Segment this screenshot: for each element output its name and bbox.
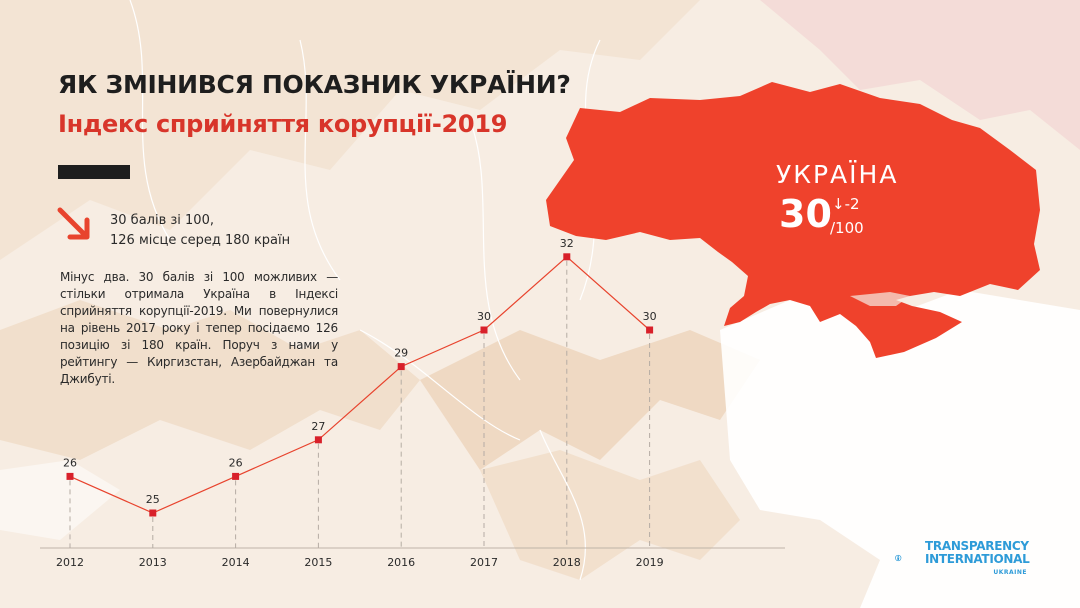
- transparency-logo-icon: [895, 554, 902, 562]
- summary-score-line: 30 балів зі 100,: [110, 213, 214, 228]
- summary-rank-line: 126 місце серед 180 країн: [110, 233, 291, 248]
- description-text: Мінус два. 30 балів зі 100 можливих — ст…: [60, 270, 338, 386]
- data-label: 29: [394, 347, 408, 360]
- x-tick-label: 2018: [553, 556, 581, 569]
- series-line: [69, 255, 650, 514]
- x-tick-label: 2014: [222, 556, 250, 569]
- x-tick-label: 2017: [470, 556, 498, 569]
- data-point: [563, 253, 571, 261]
- logo-line-2: INTERNATIONAL: [925, 552, 1030, 566]
- data-label: 25: [146, 493, 160, 506]
- x-tick-label: 2015: [304, 556, 332, 569]
- logo-line-3: UKRAINE: [993, 569, 1027, 576]
- map-score-value: 30: [779, 192, 832, 236]
- data-label: 26: [63, 456, 77, 469]
- data-label: 30: [643, 310, 657, 323]
- map-score-change: ↓-2: [832, 195, 860, 213]
- map-country-label: УКРАЇНА: [776, 160, 899, 189]
- data-point: [232, 472, 240, 480]
- x-tick-label: 2013: [139, 556, 167, 569]
- data-label: 26: [229, 456, 243, 469]
- data-label: 30: [477, 310, 491, 323]
- data-label: 32: [560, 237, 574, 250]
- data-point: [66, 472, 74, 480]
- data-point: [149, 509, 157, 517]
- summary-stat: 30 балів зі 100, 126 місце серед 180 кра…: [110, 211, 290, 251]
- data-point: [397, 363, 405, 371]
- x-tick-label: 2016: [387, 556, 415, 569]
- ukraine-map-shape: [546, 82, 1040, 358]
- map-score-max: /100: [830, 219, 864, 237]
- data-point: [646, 326, 654, 334]
- x-tick-label: 2019: [636, 556, 664, 569]
- logo-line-1: TRANSPARENCY: [925, 539, 1029, 553]
- arrow-down-right-icon: [57, 207, 90, 240]
- title-divider-bar: [58, 165, 130, 179]
- page-subtitle: Індекс сприйняття корупції-2019: [58, 110, 508, 138]
- x-tick-label: 2012: [56, 556, 84, 569]
- transparency-logo: TRANSPARENCY INTERNATIONAL UKRAINE: [925, 539, 1030, 579]
- data-label: 27: [311, 420, 325, 433]
- data-point: [480, 326, 488, 334]
- data-point: [314, 436, 322, 444]
- page-title: ЯК ЗМІНИВСЯ ПОКАЗНИК УКРАЇНИ?: [58, 70, 571, 99]
